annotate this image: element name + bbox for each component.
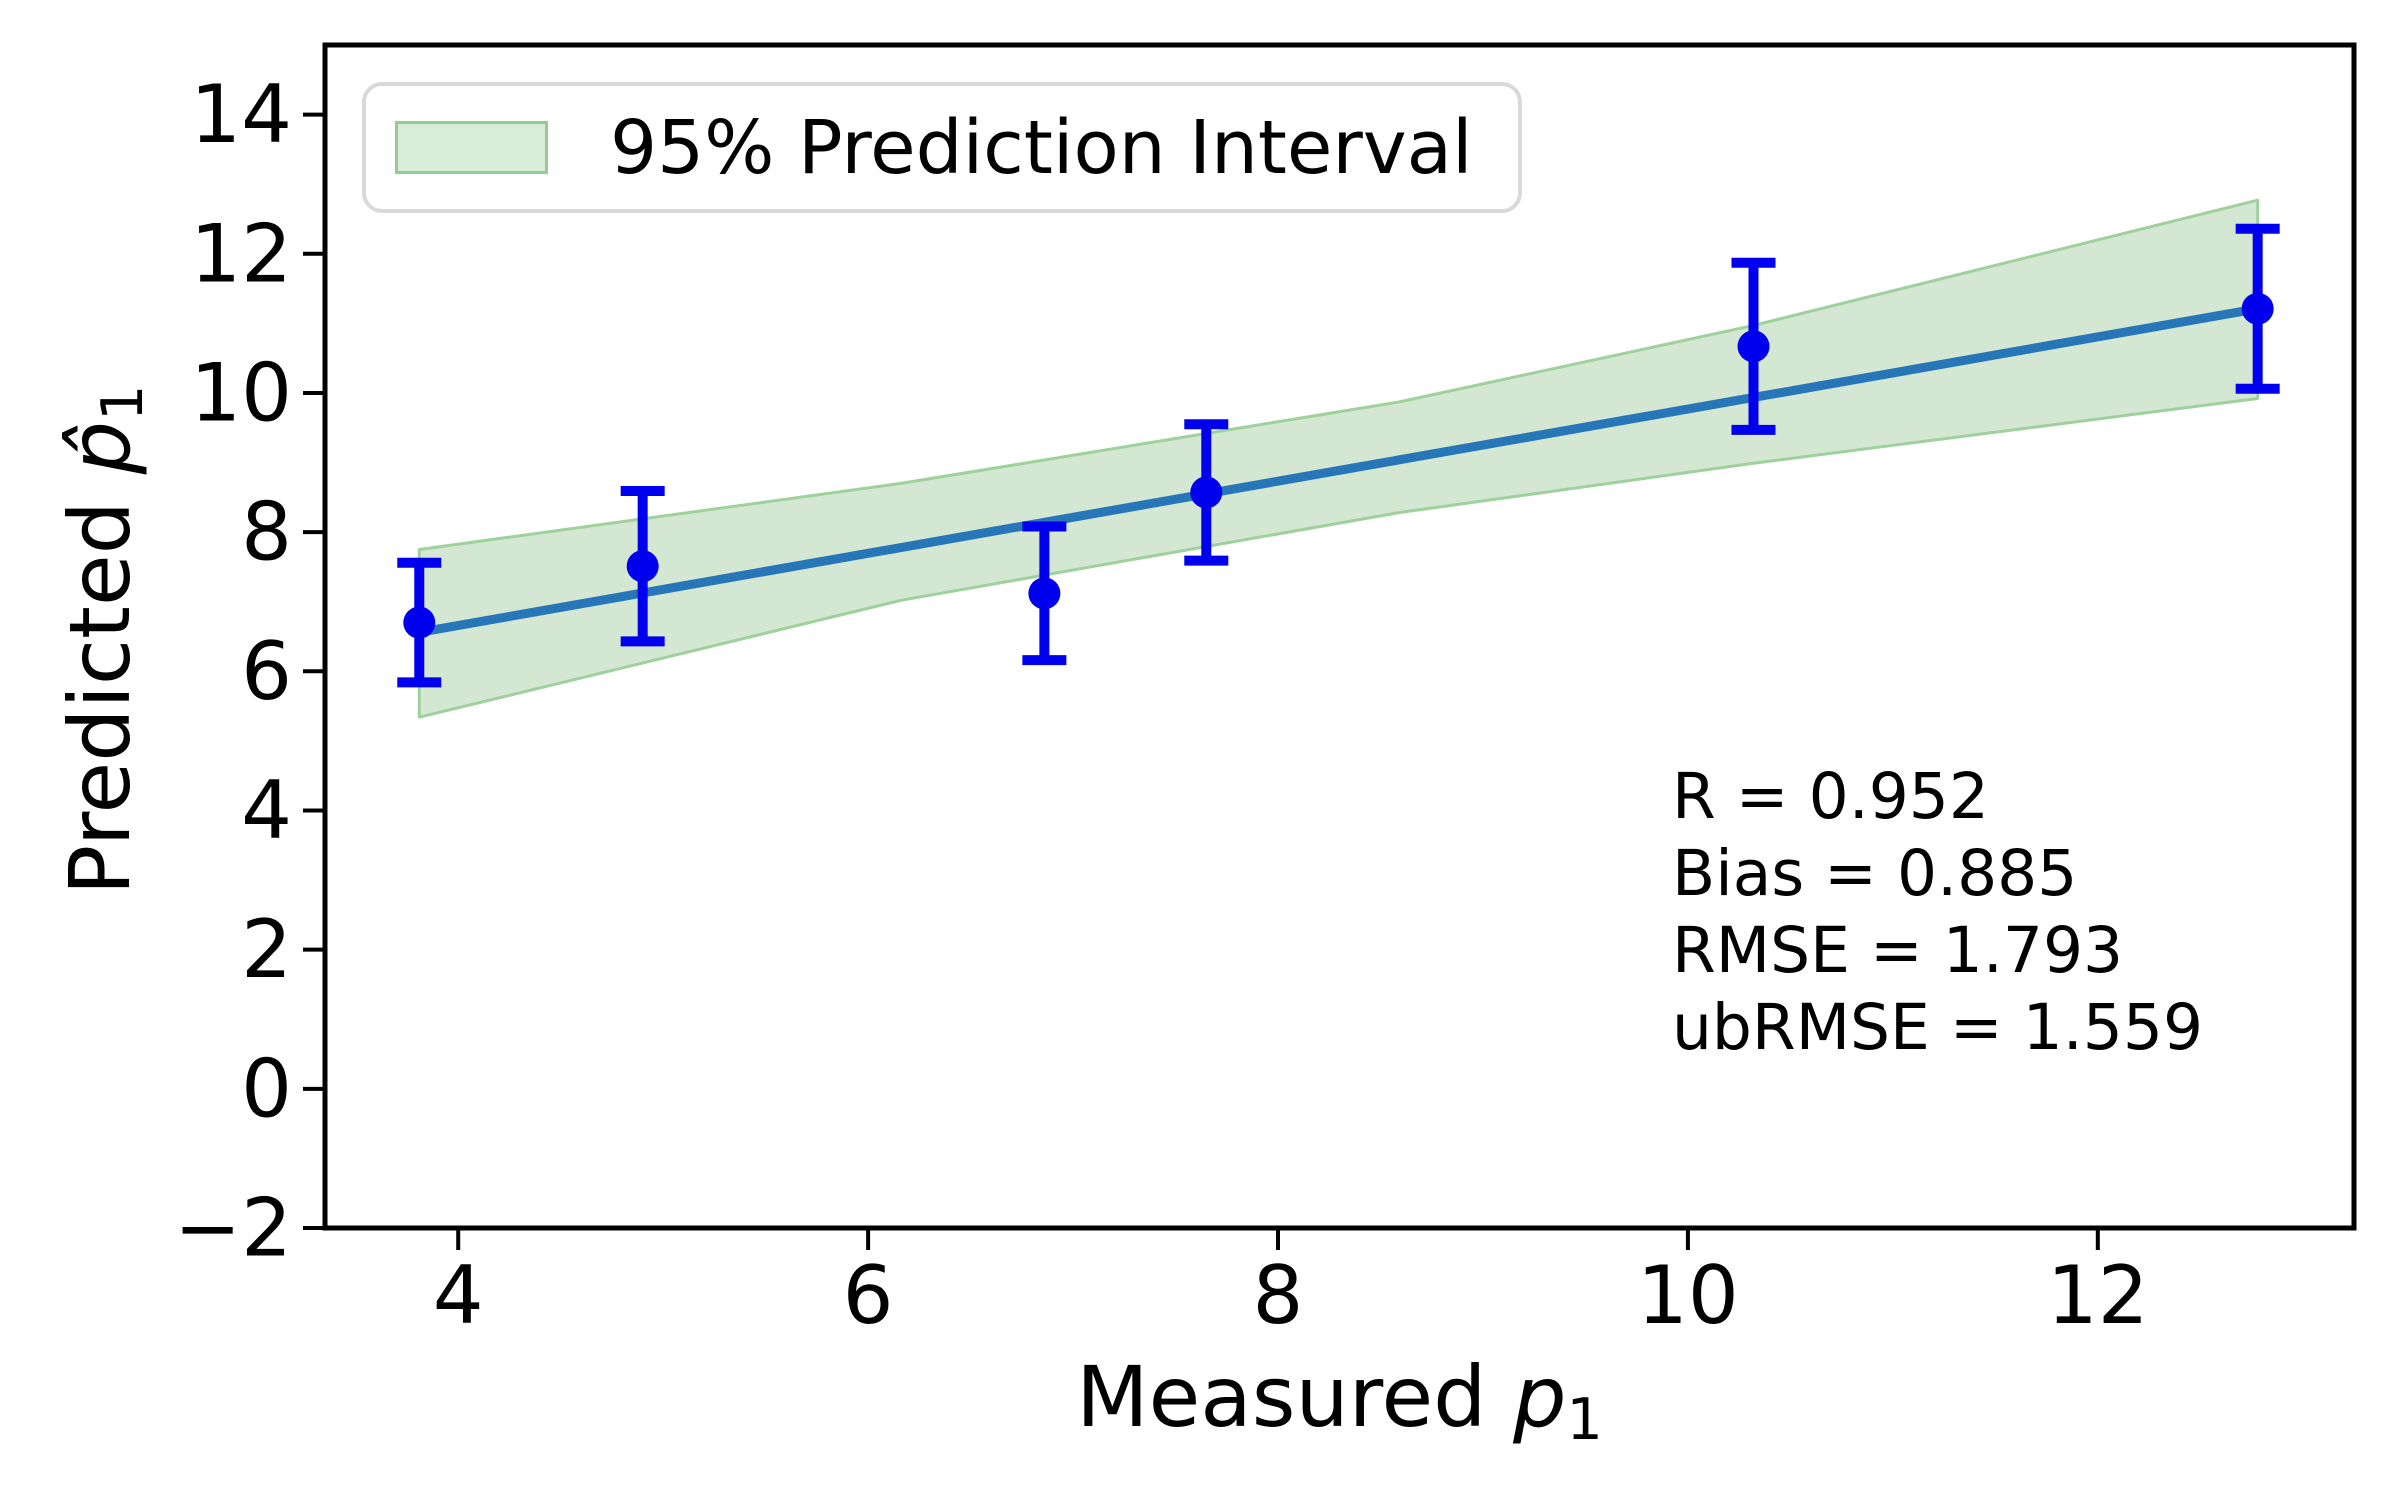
x-axis-label: Measured p1: [325, 1348, 2354, 1453]
legend-label: 95% Prediction Interval: [610, 104, 1473, 191]
x-tick-label: 4: [433, 1249, 484, 1342]
y-tick-label: 0: [241, 1042, 292, 1135]
y-axis-label-text: Predicted: [51, 474, 149, 896]
stat-rmse: RMSE = 1.793: [1672, 914, 2124, 987]
y-tick-label: 8: [241, 486, 292, 579]
x-tick-label: 8: [1253, 1249, 1304, 1342]
stats-annotation: R = 0.952 Bias = 0.885 RMSE = 1.793 ubRM…: [1672, 758, 2203, 1066]
y-tick-label: 12: [190, 207, 292, 300]
x-axis-label-variable: p: [1513, 1348, 1567, 1446]
data-point: [1737, 330, 1770, 363]
legend-box: 95% Prediction Interval: [362, 82, 1522, 213]
y-tick-label: 6: [241, 625, 292, 718]
y-axis-label-variable: p̂: [51, 420, 149, 475]
legend-swatch-prediction-interval: [395, 121, 548, 174]
data-point: [1028, 577, 1061, 610]
x-tick-label: 10: [1637, 1249, 1739, 1342]
y-axis-label: Predicted p̂1: [51, 385, 156, 896]
x-axis-label-subscript: 1: [1566, 1386, 1603, 1453]
stat-ubrmse: ubRMSE = 1.559: [1672, 991, 2204, 1064]
plot-frame: [322, 42, 2357, 1231]
stat-r: R = 0.952: [1672, 760, 1989, 833]
y-tick-label: −2: [174, 1182, 292, 1275]
prediction-band: [417, 198, 2260, 719]
y-tick-label: 4: [241, 764, 292, 857]
data-point: [1190, 476, 1223, 509]
stat-bias: Bias = 0.885: [1672, 837, 2078, 910]
data-point: [626, 550, 659, 583]
y-tick-label: 2: [241, 903, 292, 996]
data-point: [403, 606, 436, 639]
x-tick-label: 6: [843, 1249, 894, 1342]
x-tick-label: 12: [2047, 1249, 2149, 1342]
y-axis-label-subscript: 1: [89, 384, 156, 421]
y-tick-label: 14: [190, 68, 292, 161]
x-axis-label-text: Measured: [1076, 1348, 1514, 1446]
fit-line: [414, 304, 2263, 637]
data-point: [2241, 292, 2274, 325]
y-tick-label: 10: [190, 346, 292, 439]
